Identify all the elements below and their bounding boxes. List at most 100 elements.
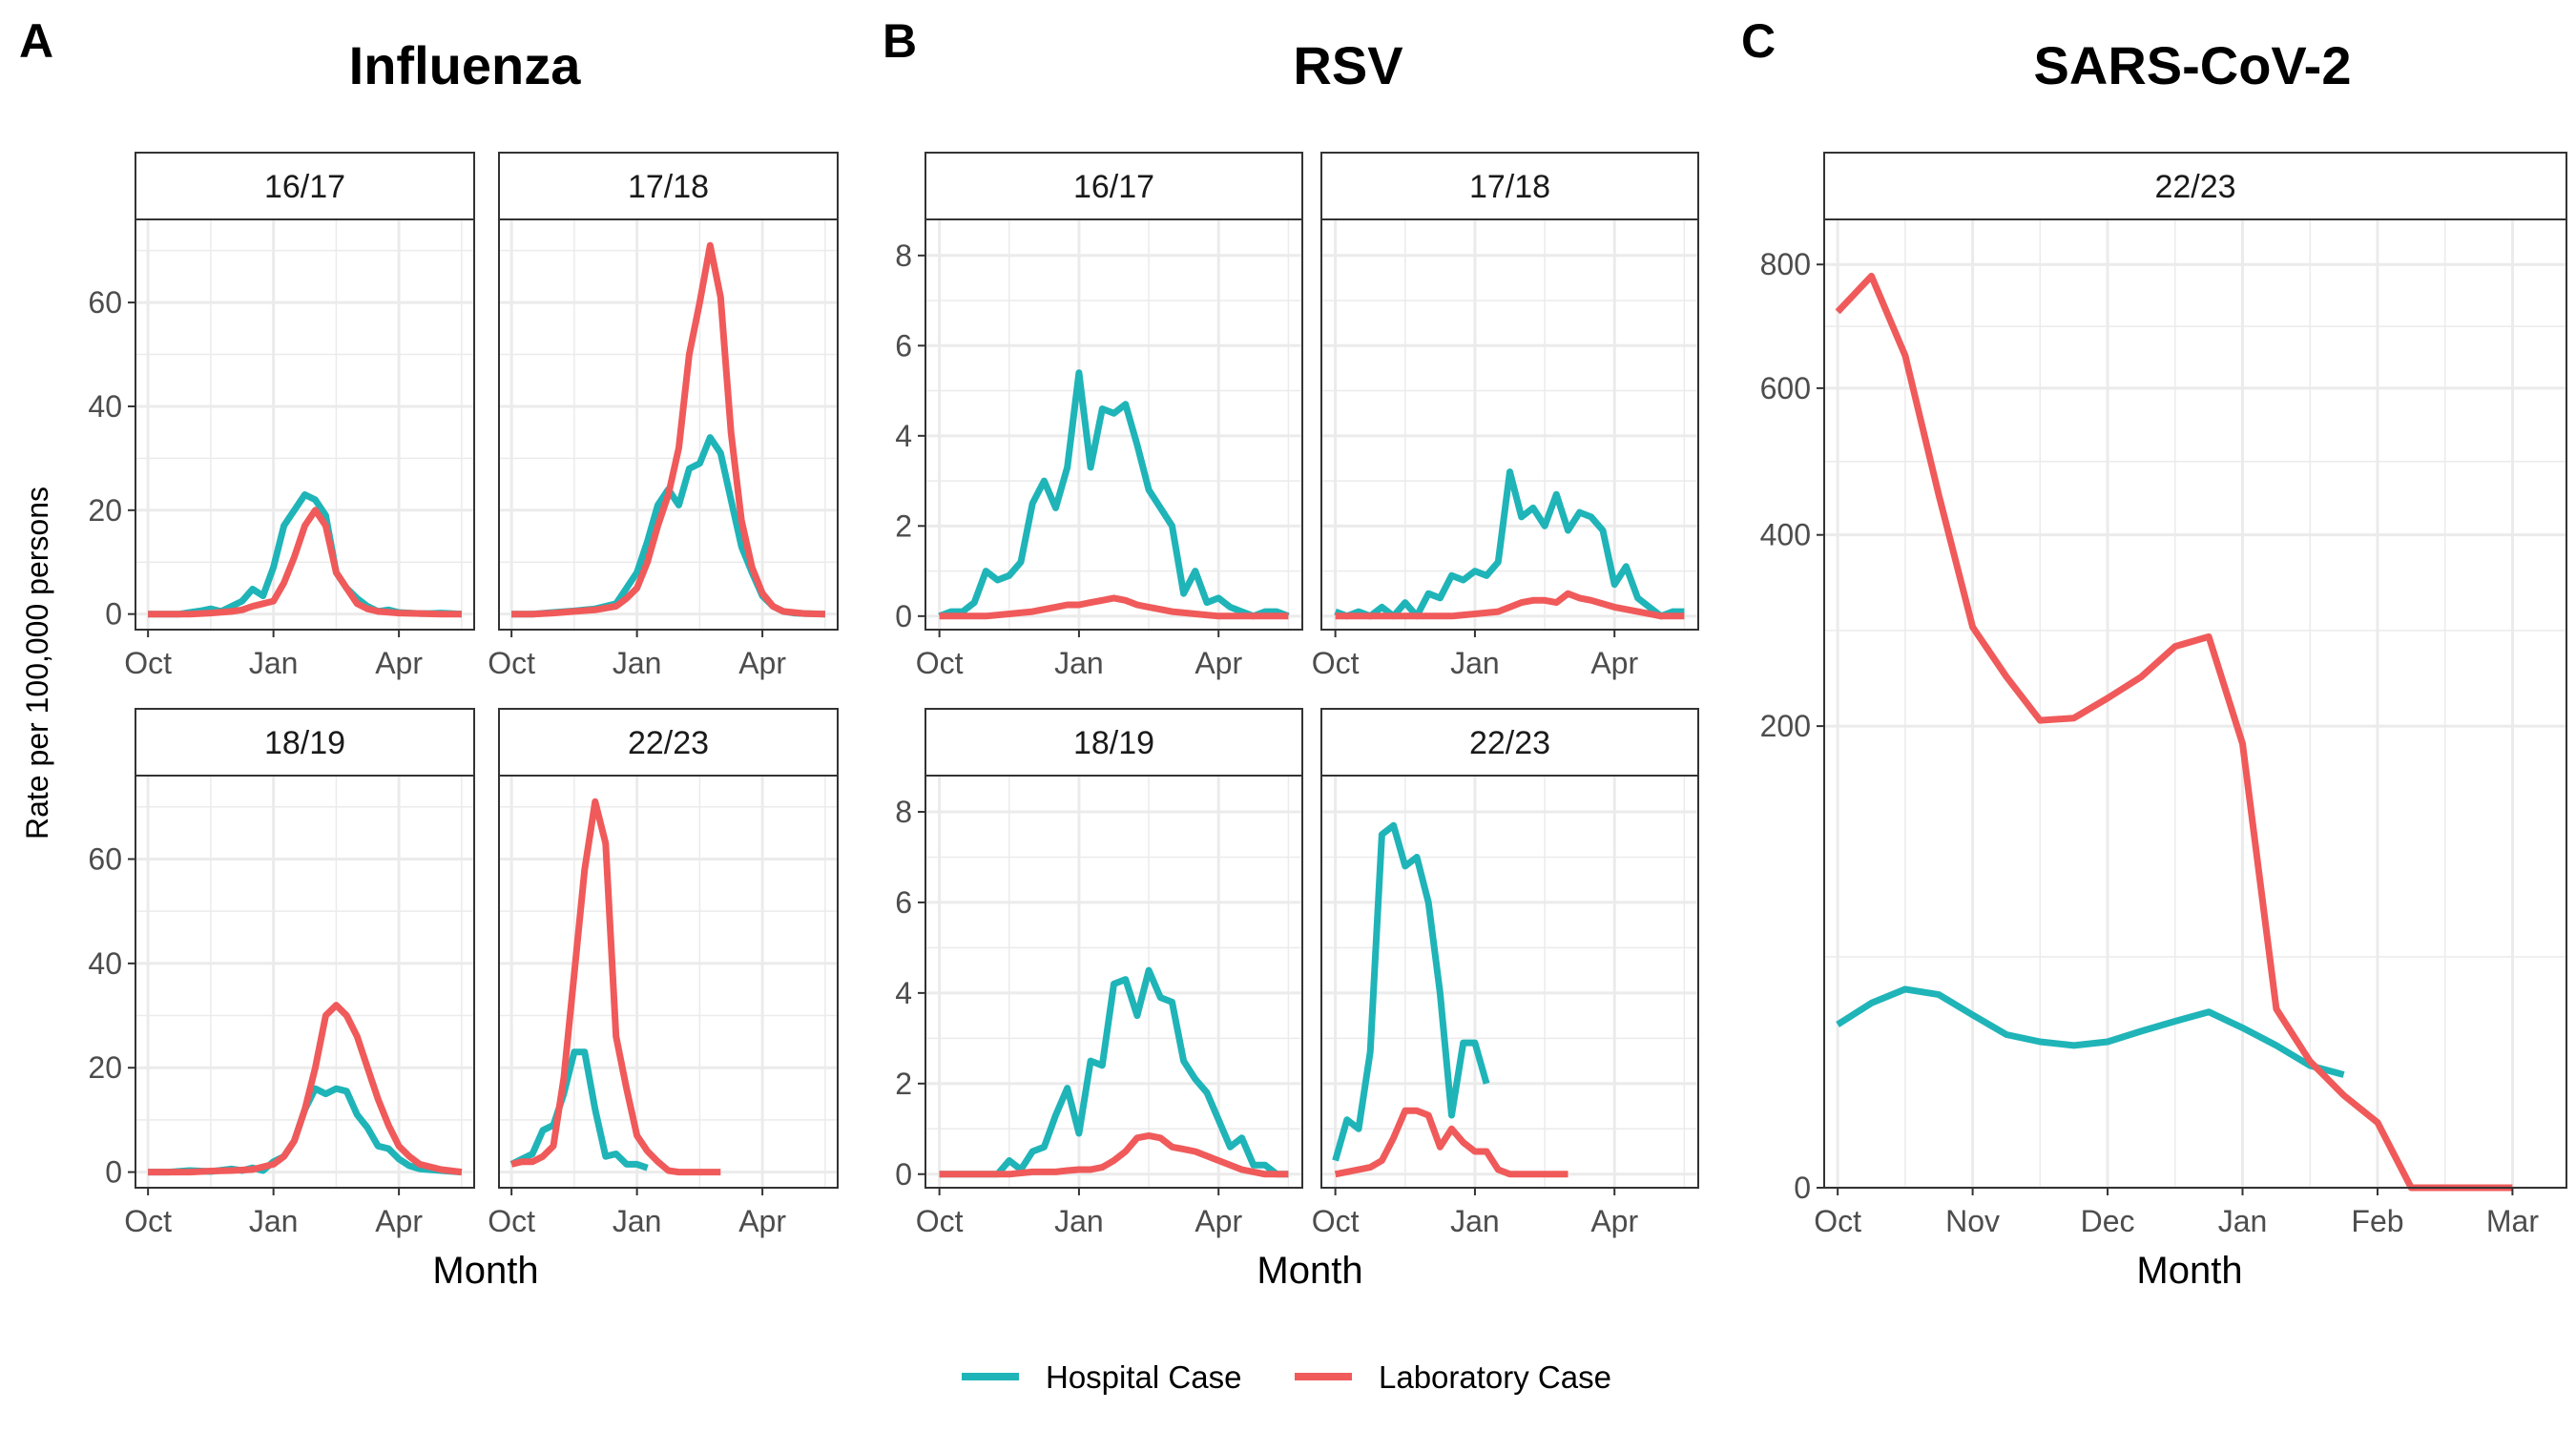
x-tick-label: Feb [2351, 1204, 2403, 1238]
y-tick-label: 0 [105, 1155, 122, 1190]
y-tick-label: 6 [895, 328, 912, 363]
x-tick-label: Oct [124, 646, 172, 680]
x-tick-label: Apr [1590, 646, 1638, 680]
strip-label-influenza-22-23: 22/23 [628, 725, 709, 761]
x-tick-label: Apr [738, 1204, 786, 1238]
legend-label-hospital: Hospital Case [1046, 1359, 1241, 1395]
plot-area-influenza-16-17 [135, 219, 474, 630]
plot-frame-rsv-18-19 [924, 775, 1303, 1189]
facet-influenza-18-19: 18/19 Oct Jan Apr 0 20 40 60 [88, 708, 475, 1238]
panel-letter-b: B [883, 14, 917, 68]
panel-letter-a: A [19, 14, 53, 68]
series-line-hospital-case-influenza-22-23 [509, 1048, 649, 1172]
y-tick-label: 8 [895, 795, 912, 829]
y-tick-label: 0 [895, 599, 912, 633]
series-line-laboratory-case-rsv-16-17 [939, 594, 1289, 620]
plot-frame-influenza-22-23 [498, 775, 839, 1189]
panel-title-influenza: Influenza [349, 35, 582, 95]
plot-frame-influenza-17-18 [498, 218, 839, 631]
strip-influenza-16-17 [135, 152, 475, 220]
strip-sars-cov-2-22-23 [1823, 152, 2567, 220]
x-tick-label: Oct [916, 646, 964, 680]
series-line-laboratory-case-rsv-18-19 [939, 1131, 1289, 1178]
strip-label-influenza-16-17: 16/17 [264, 169, 345, 205]
x-tick-label: Oct [1312, 646, 1360, 680]
y-tick-label: 0 [895, 1157, 912, 1192]
x-tick-label: Apr [375, 1204, 423, 1238]
y-tick-label: 600 [1760, 371, 1811, 405]
series-line-laboratory-case-influenza-16-17 [148, 507, 462, 618]
x-tick-label: Jan [1054, 1204, 1104, 1238]
x-axis-title-a: Month [432, 1250, 538, 1292]
plot-area-rsv-17-18 [1321, 219, 1698, 630]
strip-rsv-18-19 [924, 708, 1303, 777]
plot-area-rsv-16-17 [925, 219, 1302, 630]
x-tick-label: Apr [1195, 646, 1242, 680]
y-tick-label: 40 [88, 389, 122, 424]
panel-title-sars-cov-2: SARS-CoV-2 [2034, 35, 2352, 95]
series-line-hospital-case-rsv-16-17 [938, 369, 1290, 620]
legend: Hospital Case Laboratory Case [962, 1359, 1611, 1395]
x-axis-title-c: Month [2136, 1250, 2242, 1292]
facet-influenza-16-17: 16/17 Oct Jan Apr 0 20 40 60 [88, 152, 475, 680]
plot-frame-rsv-16-17 [924, 218, 1303, 631]
x-tick-label: Mar [2486, 1204, 2539, 1238]
plot-frame-rsv-22-23 [1320, 775, 1699, 1189]
y-tick-label: 0 [105, 597, 122, 632]
series-line-laboratory-case-rsv-17-18 [1335, 590, 1685, 620]
plot-area-influenza-17-18 [499, 219, 838, 630]
plot-frame-influenza-18-19 [135, 775, 475, 1189]
y-tick-label: 4 [895, 419, 912, 453]
y-tick-label: 800 [1760, 247, 1811, 281]
strip-rsv-17-18 [1320, 152, 1699, 220]
x-tick-label: Oct [1814, 1204, 1861, 1238]
series-line-laboratory-case-sars-cov-2-22-23 [1835, 272, 2513, 1192]
series-line-laboratory-case-influenza-22-23 [510, 798, 721, 1176]
strip-label-rsv-16-17: 16/17 [1073, 169, 1154, 205]
plot-frame-influenza-16-17 [135, 218, 475, 631]
series-line-laboratory-case-rsv-22-23 [1334, 1107, 1568, 1178]
x-tick-label: Apr [738, 646, 786, 680]
x-tick-label: Jan [613, 1204, 662, 1238]
y-tick-label: 200 [1760, 709, 1811, 743]
facet-rsv-18-19: 18/19 Oct Jan Apr 0 2 4 6 8 [895, 708, 1303, 1238]
y-tick-label: 0 [1794, 1171, 1811, 1205]
x-tick-label: Oct [488, 1204, 535, 1238]
plot-frame-rsv-17-18 [1320, 218, 1699, 631]
series-line-laboratory-case-influenza-18-19 [148, 1002, 463, 1176]
legend-label-laboratory: Laboratory Case [1379, 1359, 1611, 1395]
series-line-hospital-case-rsv-22-23 [1332, 821, 1490, 1162]
y-tick-label: 2 [895, 1067, 912, 1101]
x-tick-label: Jan [1054, 646, 1104, 680]
y-tick-label: 2 [895, 508, 912, 543]
strip-label-rsv-18-19: 18/19 [1073, 725, 1154, 761]
y-tick-label: 8 [895, 238, 912, 273]
x-tick-label: Apr [1590, 1204, 1638, 1238]
y-tick-label: 20 [88, 493, 122, 528]
y-axis-title: Rate per 100,000 persons [20, 487, 54, 840]
x-tick-label: Apr [1195, 1204, 1242, 1238]
facet-rsv-16-17: 16/17 Oct Jan Apr 0 2 4 6 8 [895, 152, 1303, 680]
y-tick-label: 6 [895, 885, 912, 920]
strip-influenza-17-18 [498, 152, 839, 220]
x-tick-label: Nov [1945, 1204, 2000, 1238]
x-tick-label: Dec [2081, 1204, 2135, 1238]
y-tick-label: 60 [88, 841, 122, 876]
x-tick-label: Jan [1450, 1204, 1500, 1238]
plot-area-rsv-22-23 [1321, 776, 1698, 1188]
strip-label-rsv-22-23: 22/23 [1469, 725, 1550, 761]
series-line-laboratory-case-influenza-17-18 [511, 241, 825, 618]
x-tick-label: Jan [613, 646, 662, 680]
strip-influenza-18-19 [135, 708, 475, 777]
y-tick-label: 40 [88, 946, 122, 981]
plot-area-sars-cov-2-22-23 [1824, 219, 2566, 1188]
facet-rsv-22-23: 22/23 Oct Jan Apr [1312, 708, 1699, 1238]
strip-rsv-16-17 [924, 152, 1303, 220]
strip-label-rsv-17-18: 17/18 [1469, 169, 1550, 205]
x-tick-label: Oct [124, 1204, 172, 1238]
plot-area-influenza-18-19 [135, 776, 474, 1188]
y-tick-label: 400 [1760, 518, 1811, 552]
strip-rsv-22-23 [1320, 708, 1699, 777]
x-tick-label: Jan [249, 1204, 299, 1238]
